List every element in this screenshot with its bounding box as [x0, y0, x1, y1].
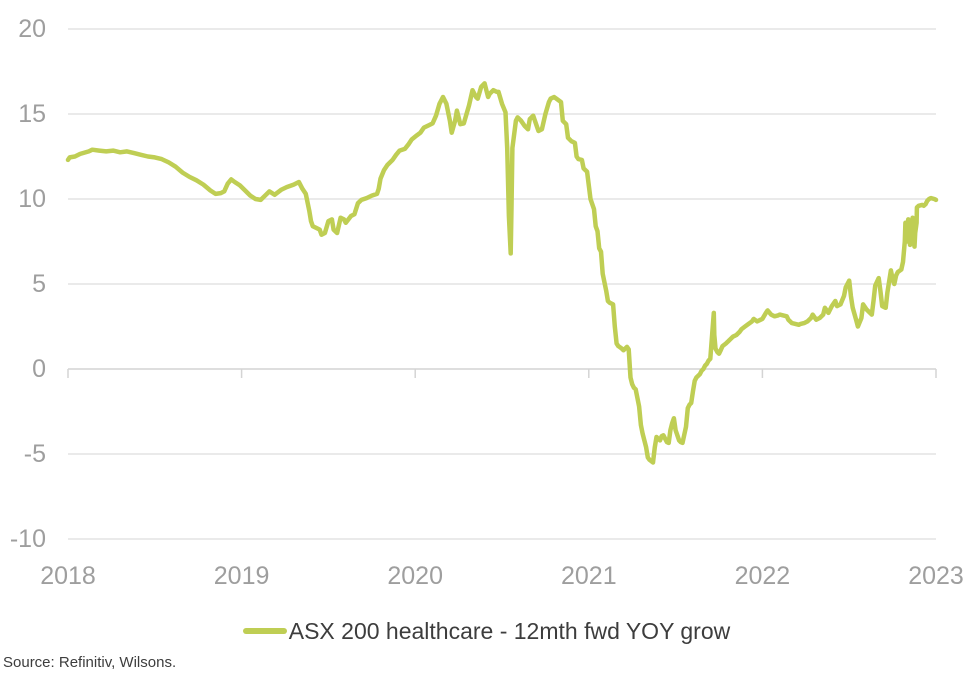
legend-line-swatch: [242, 628, 287, 634]
y-tick-label: -5: [24, 440, 46, 468]
x-tick-label: 2019: [214, 562, 270, 590]
x-tick-label: 2018: [40, 562, 96, 590]
y-tick-label: 15: [18, 100, 46, 128]
line-chart: 20 15 10 5 0 -5 -10 2018 2019 2020 2021 2022 2023: [10, 15, 964, 590]
y-tick-label: -10: [10, 525, 46, 553]
y-tick-label: 0: [32, 355, 46, 383]
x-axis-ticks: [67, 369, 937, 378]
y-tick-label: 20: [18, 15, 46, 43]
x-tick-label: 2023: [908, 562, 964, 590]
y-tick-label: 5: [32, 270, 46, 298]
y-axis-labels: 20 15 10 5 0 -5 -10: [10, 15, 46, 553]
chart-legend: ASX 200 healthcare - 12mth fwd YOY grow: [0, 616, 973, 646]
legend-label: ASX 200 healthcare - 12mth fwd YOY grow: [288, 618, 731, 644]
y-tick-label: 10: [18, 185, 46, 213]
x-axis-labels: 2018 2019 2020 2021 2022 2023: [40, 562, 964, 590]
gridlines: [68, 28, 936, 540]
series-line: [65, 81, 939, 465]
x-tick-label: 2020: [387, 562, 443, 590]
x-tick-label: 2022: [735, 562, 791, 590]
source-note: Source: Refinitiv, Wilsons.: [3, 654, 177, 671]
x-tick-label: 2021: [561, 562, 617, 590]
